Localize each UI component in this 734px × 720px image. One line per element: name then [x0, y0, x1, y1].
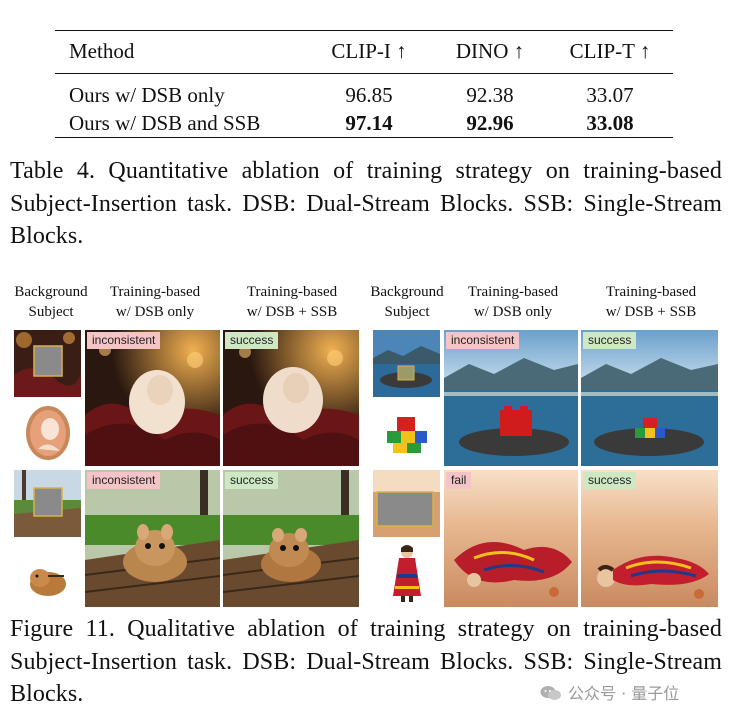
result-image-hamster-dsb-only: inconsistent — [85, 470, 220, 607]
table-header-clip-t: CLIP-T ↑ — [569, 39, 651, 63]
subject-image-lego — [373, 399, 440, 466]
header-line: w/ DSB only — [115, 304, 195, 320]
header-line: w/ DSB + SSB — [605, 304, 697, 320]
tag-success: success — [225, 332, 279, 349]
table-mid-rule — [55, 73, 673, 74]
table-row-2-method: Ours w/ DSB and SSB — [69, 111, 261, 135]
header-line: Training-based — [109, 284, 201, 300]
subject-image-cameo — [14, 399, 81, 466]
header-line: Background — [14, 284, 88, 300]
qualitative-figure: Background Subject Training-based w/ DSB… — [0, 282, 734, 607]
watermark-text: 公众号 · 量子位 — [568, 684, 680, 703]
table-header-dino: DINO ↑ — [455, 39, 525, 63]
result-image-cameo-dsb-ssb: success — [223, 330, 359, 466]
tag-fail: fail — [446, 472, 472, 489]
table-header-method: Method — [69, 39, 135, 63]
background-image-bench — [14, 470, 81, 537]
figure-caption: Figure 11. Qualitative ablation of train… — [10, 616, 722, 707]
table-row-1-clip-t: 33.07 — [586, 83, 634, 107]
header-background-subject-right: Background Subject — [361, 282, 453, 322]
table-row-2-dino: 92.96 — [466, 111, 514, 135]
table-caption: Table 4. Quantitative ablation of traini… — [10, 158, 722, 249]
header-line: Subject — [384, 304, 430, 320]
background-image-blanket — [14, 330, 81, 397]
result-image-cameo-dsb-only: inconsistent — [85, 330, 220, 466]
result-image-lego-dsb-only: inconsistent — [444, 330, 578, 466]
table-top-rule — [55, 30, 673, 31]
table-row-1-dino: 92.38 — [466, 83, 514, 107]
background-image-lake — [373, 330, 440, 397]
header-line: w/ DSB + SSB — [246, 304, 338, 320]
subject-image-hamster — [14, 540, 81, 607]
header-dsb-ssb-right: Training-based w/ DSB + SSB — [580, 282, 722, 322]
table-row-1-method: Ours w/ DSB only — [69, 83, 225, 107]
table-header-clip-i: CLIP-I ↑ — [331, 39, 407, 63]
table-row-2-clip-t: 33.08 — [586, 111, 634, 135]
header-line: Background — [370, 284, 444, 300]
header-line: w/ DSB only — [473, 304, 553, 320]
tag-inconsistent: inconsistent — [446, 332, 520, 349]
tag-success: success — [225, 472, 279, 489]
table-row-2-clip-i: 97.14 — [345, 111, 393, 135]
tag-success: success — [583, 472, 637, 489]
subject-image-doll — [373, 540, 440, 607]
watermark: 公众号 · 量子位 — [540, 680, 679, 704]
tag-success: success — [583, 332, 637, 349]
header-dsb-ssb-left: Training-based w/ DSB + SSB — [222, 282, 362, 322]
background-image-beach — [373, 470, 440, 537]
header-line: Subject — [28, 304, 74, 320]
wechat-icon — [540, 685, 562, 701]
header-background-subject-left: Background Subject — [5, 282, 97, 322]
result-image-lego-dsb-ssb: success — [581, 330, 718, 466]
header-dsb-only-left: Training-based w/ DSB only — [85, 282, 225, 322]
result-image-hamster-dsb-ssb: success — [223, 470, 359, 607]
header-line: Training-based — [605, 284, 697, 300]
tag-inconsistent: inconsistent — [87, 472, 161, 489]
table-bottom-rule — [55, 137, 673, 138]
header-line: Training-based — [246, 284, 338, 300]
table-row-1-clip-i: 96.85 — [345, 83, 393, 107]
header-dsb-only-right: Training-based w/ DSB only — [443, 282, 583, 322]
result-image-doll-dsb-ssb: success — [581, 470, 718, 607]
tag-inconsistent: inconsistent — [87, 332, 161, 349]
result-image-doll-dsb-only: fail — [444, 470, 578, 607]
header-line: Training-based — [467, 284, 559, 300]
